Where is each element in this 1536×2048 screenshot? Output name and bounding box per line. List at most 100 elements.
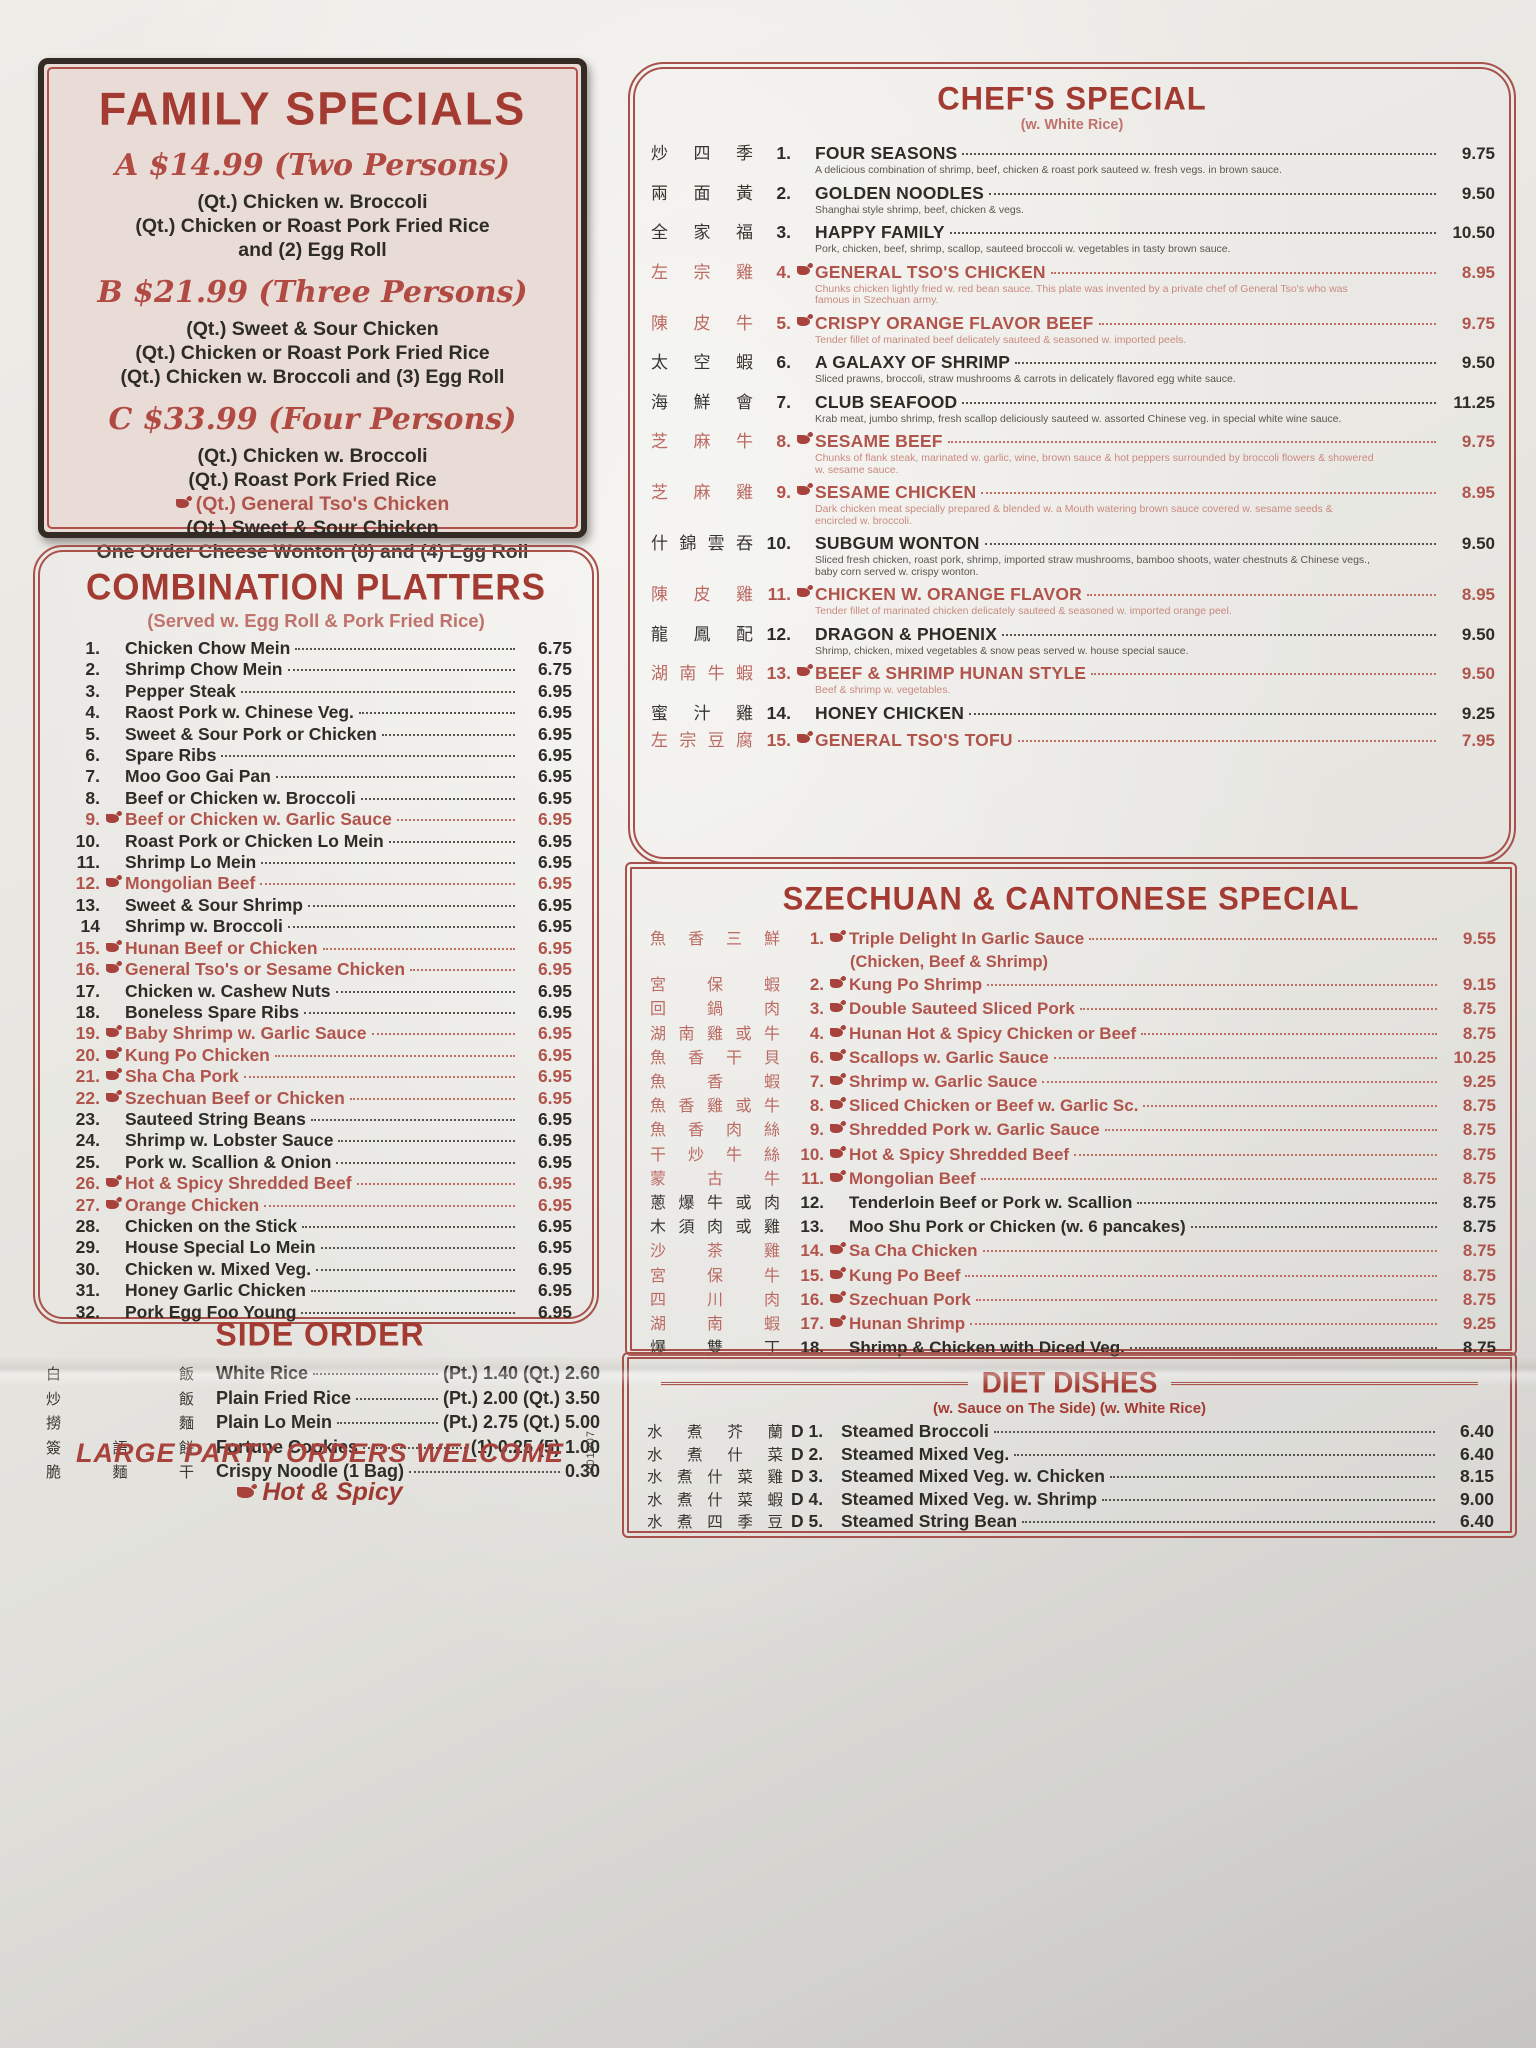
item-price: 6.95 bbox=[537, 1151, 572, 1172]
item-number: 14 bbox=[80, 916, 100, 937]
item-number: 5. bbox=[85, 723, 100, 744]
family-item-text: (Qt.) Chicken w. Broccoli bbox=[197, 445, 428, 467]
item-price: 8.75 bbox=[1462, 1265, 1496, 1285]
dotted-leader bbox=[307, 904, 515, 907]
szechuan-cantonese-row: 湖南雞或牛 4. Hunan Hot & Spicy Chicken or Be… bbox=[650, 1022, 1496, 1046]
szechuan-cantonese-row: 木須肉或雞 13. Moo Shu Pork or Chicken (w. 6 … bbox=[650, 1215, 1496, 1239]
item-name: Roast Pork or Chicken Lo Mein bbox=[125, 830, 384, 851]
item-description: Chunks chicken lightly fried w. red bean… bbox=[815, 282, 1348, 306]
item-price: 8.95 bbox=[1461, 483, 1495, 502]
hot-spicy-pepper-icon bbox=[237, 1487, 255, 1498]
diet-dishes-subtitle: (w. Sauce on The Side) (w. White Rice) bbox=[932, 1400, 1207, 1417]
dotted-leader bbox=[388, 840, 515, 843]
item-chinese-name: 宮保蝦 bbox=[650, 977, 780, 995]
szechuan-row-wrap: 魚香肉絲 9. Shredded Pork w. Garlic Sauce 8.… bbox=[650, 1118, 1496, 1142]
dotted-leader bbox=[1102, 1498, 1435, 1501]
item-chinese-name: 芝麻雞 bbox=[651, 483, 753, 502]
item-price: 9.50 bbox=[1461, 353, 1495, 372]
item-price: 8.75 bbox=[1462, 1241, 1496, 1261]
item-name: Pork Egg Foo Young bbox=[125, 1301, 297, 1322]
dotted-leader bbox=[962, 153, 1436, 155]
item-price: 9.50 bbox=[1461, 534, 1495, 553]
spicy-marker-slot bbox=[824, 1143, 849, 1166]
spicy-marker-slot bbox=[100, 1088, 125, 1109]
item-body: DRAGON & PHOENIX 9.50 Shrimp, chicken, m… bbox=[815, 624, 1495, 658]
szechuan-cantonese-title: SZECHUAN & CANTONESE SPECIAL bbox=[782, 880, 1360, 917]
item-name: GENERAL TSO'S CHICKEN bbox=[815, 261, 1046, 282]
item-description: Dark chicken meat specially prepared & b… bbox=[815, 503, 1333, 527]
item-number: 13. bbox=[800, 1217, 824, 1237]
menu-item-row: 18. Boneless Spare Ribs 6.95 bbox=[54, 1002, 572, 1023]
item-name: Steamed Mixed Veg. w. Shrimp bbox=[841, 1488, 1098, 1509]
family-item-line: (Qt.) Sweet & Sour Chicken bbox=[57, 317, 568, 341]
item-price: 7.95 bbox=[1461, 730, 1495, 750]
item-name: SESAME CHICKEN bbox=[815, 482, 977, 502]
menu-item-row: 23. Sauteed String Beans 6.95 bbox=[54, 1109, 572, 1130]
szechuan-row-wrap: 干炒牛絲 10. Hot & Spicy Shredded Beef 8.75 bbox=[650, 1143, 1496, 1167]
family-item-text: (Qt.) Chicken w. Broccoli and (3) Egg Ro… bbox=[120, 366, 505, 388]
item-chinese-name: 魚香干貝 bbox=[650, 1049, 780, 1067]
item-number: 16. bbox=[75, 959, 100, 980]
item-number: 23. bbox=[75, 1108, 100, 1129]
item-note: (Chicken, Beef & Shrimp) bbox=[850, 953, 1049, 972]
item-price: 6.95 bbox=[537, 894, 572, 915]
item-name-line: SESAME CHICKEN 8.95 bbox=[815, 482, 1495, 503]
item-price: 8.95 bbox=[1461, 585, 1495, 604]
item-description: A delicious combination of shrimp, beef,… bbox=[815, 164, 1282, 176]
menu-item-row: 29. House Special Lo Mein 6.95 bbox=[54, 1237, 572, 1258]
item-name-line: SUBGUM WONTON 9.50 bbox=[815, 533, 1495, 554]
item-body: CLUB SEAFOOD 11.25 Krab meat, jumbo shri… bbox=[815, 392, 1495, 426]
szechuan-cantonese-row: 沙茶雞 14. Sa Cha Chicken 8.75 bbox=[650, 1239, 1496, 1263]
item-number: 13. bbox=[766, 663, 791, 683]
item-name: Plain Fried Rice bbox=[216, 1387, 352, 1408]
dotted-leader bbox=[1190, 1226, 1437, 1229]
item-name: Hunan Beef or Chicken bbox=[125, 937, 318, 958]
item-name-line: HONEY CHICKEN 9.25 bbox=[815, 703, 1495, 724]
item-name: Szechuan Beef or Chicken bbox=[125, 1087, 345, 1108]
item-name: Boneless Spare Ribs bbox=[125, 1001, 300, 1022]
dotted-leader bbox=[969, 712, 1436, 715]
item-number: 3. bbox=[809, 999, 824, 1019]
item-chinese-name: 回鍋肉 bbox=[650, 1001, 780, 1019]
hot-spicy-pepper-icon bbox=[830, 1293, 843, 1303]
family-tier-a-lines: (Qt.) Chicken w. Broccoli (Qt.) Chicken … bbox=[57, 190, 568, 262]
item-number: 25. bbox=[75, 1151, 100, 1172]
dotted-leader bbox=[261, 862, 515, 865]
item-number: 17. bbox=[75, 980, 100, 1001]
menu-item-row: 1. Chicken Chow Mein 6.75 bbox=[54, 638, 572, 659]
hot-spicy-pepper-icon bbox=[796, 667, 810, 676]
item-body: A GALAXY OF SHRIMP 9.50 Sliced prawns, b… bbox=[815, 352, 1495, 386]
item-price: 6.95 bbox=[537, 723, 572, 744]
item-number: D 3. bbox=[791, 1466, 824, 1486]
dotted-leader bbox=[1098, 322, 1436, 325]
dotted-leader bbox=[1079, 1008, 1437, 1011]
dotted-leader bbox=[949, 232, 1436, 234]
szechuan-row-wrap: 四川肉 16. Szechuan Pork 8.75 bbox=[650, 1288, 1496, 1312]
menu-item-row: 17. Chicken w. Cashew Nuts 6.95 bbox=[54, 981, 572, 1002]
item-name-line: HAPPY FAMILY 10.50 bbox=[815, 222, 1495, 243]
dotted-leader bbox=[1129, 1347, 1437, 1350]
item-chinese-name: 海鮮會 bbox=[651, 392, 753, 412]
item-chinese-name: 干炒牛絲 bbox=[650, 1146, 780, 1164]
item-number: 1. bbox=[85, 638, 100, 658]
hot-spicy-pepper-icon bbox=[106, 1071, 119, 1081]
item-name: Mongolian Beef bbox=[125, 873, 256, 894]
item-name: Hot & Spicy Shredded Beef bbox=[125, 1173, 352, 1194]
item-number: 31. bbox=[75, 1280, 100, 1301]
menu-item-row: 22. Szechuan Beef or Chicken 6.95 bbox=[54, 1088, 572, 1109]
item-name: GOLDEN NOODLES bbox=[815, 182, 985, 203]
dotted-leader bbox=[320, 1247, 515, 1250]
dotted-leader bbox=[336, 1161, 515, 1164]
dotted-leader bbox=[371, 1033, 515, 1036]
diet-dish-row: 水煮芥蘭 D 1. Steamed Broccoli 6.40 bbox=[647, 1421, 1494, 1444]
item-name: Shredded Pork w. Garlic Sauce bbox=[849, 1120, 1100, 1140]
diet-dish-row: 水煮什菜 D 2. Steamed Mixed Veg. 6.40 bbox=[647, 1444, 1494, 1467]
chefs-special-row: 芝麻雞 9. SESAME CHICKEN 8.95 Dark chicken … bbox=[651, 482, 1495, 527]
item-name: Kung Po Beef bbox=[849, 1265, 961, 1285]
family-tier-c-lines: (Qt.) Chicken w. Broccoli (Qt.) Roast Po… bbox=[57, 444, 568, 564]
item-price: 6.95 bbox=[537, 1194, 572, 1215]
item-chinese-name: 脆麵干 bbox=[46, 1464, 194, 1481]
spicy-marker-slot bbox=[824, 1312, 849, 1335]
menu-item-row: 15. Hunan Beef or Chicken 6.95 bbox=[54, 938, 572, 959]
family-item-text: (Qt.) Chicken or Roast Pork Fried Rice bbox=[135, 215, 490, 237]
